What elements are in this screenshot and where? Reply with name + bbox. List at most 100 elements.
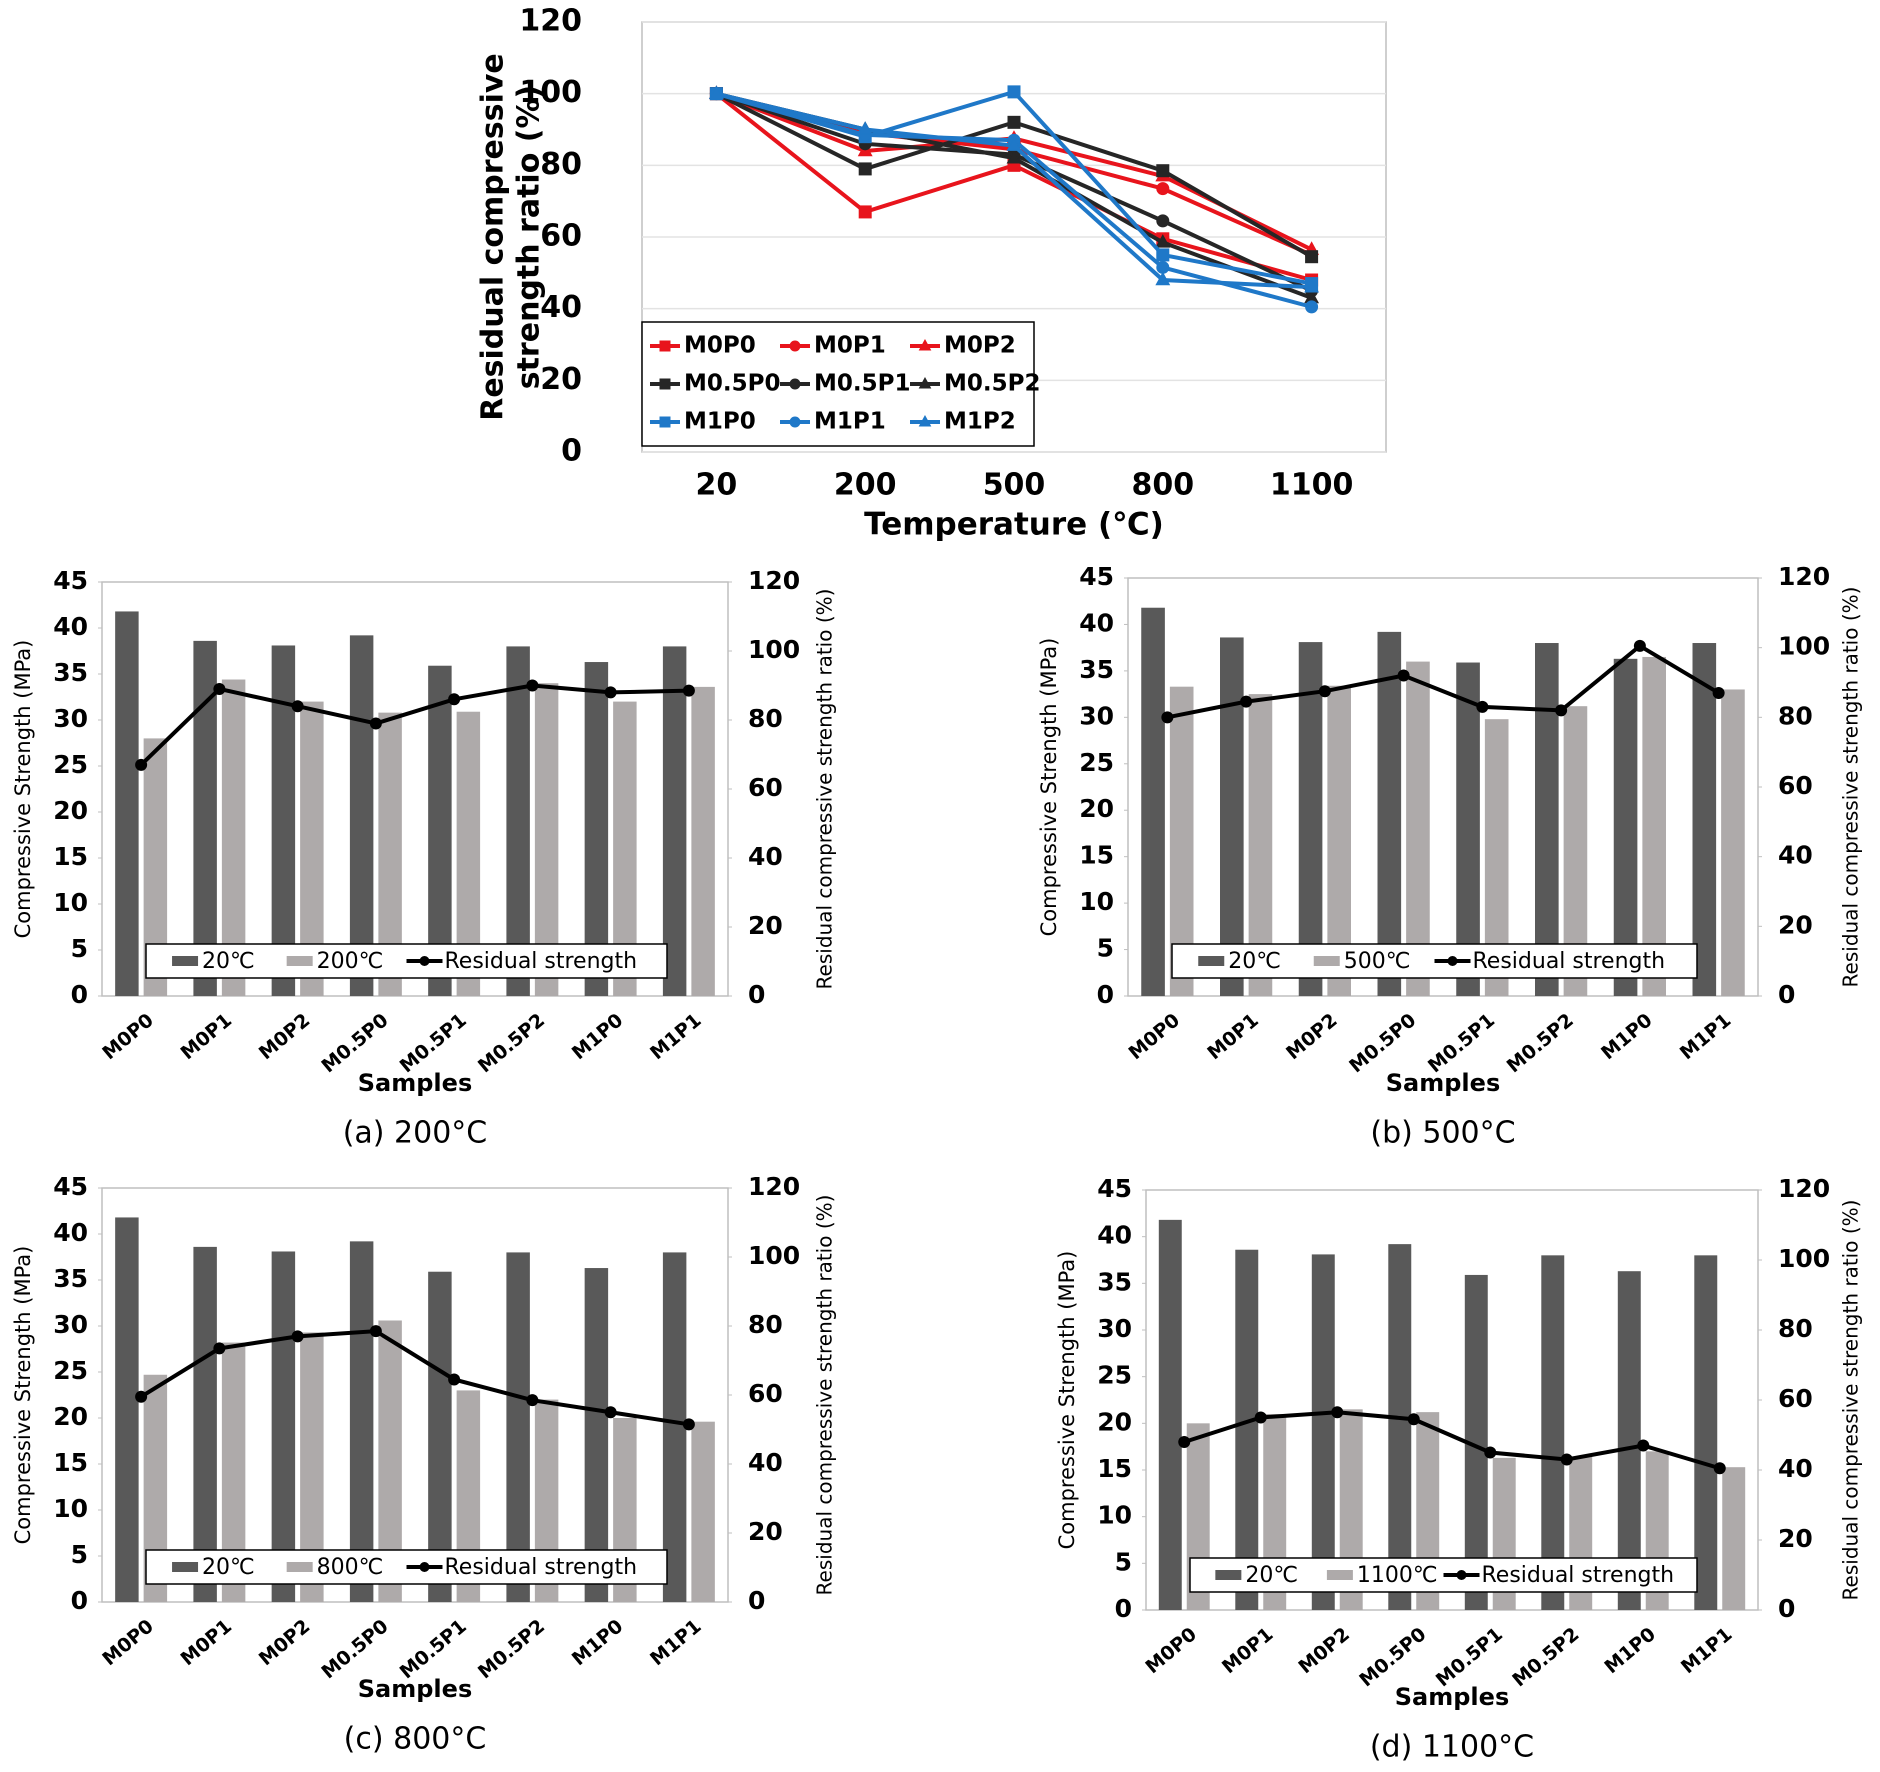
bar [1721, 689, 1745, 996]
legend-label: Residual strength [445, 949, 638, 974]
legend-marker [419, 956, 430, 966]
x-tick-label: M1P1 [1677, 1623, 1737, 1678]
legend-swatch [1326, 1570, 1353, 1580]
y2-tick-label: 40 [748, 1448, 783, 1477]
y2-axis-label: Residual compressive strength ratio (%) [813, 589, 837, 990]
marker [1713, 1462, 1726, 1475]
x-axis-label: Samples [1386, 1069, 1500, 1097]
marker [526, 1394, 539, 1407]
marker [659, 378, 671, 390]
y-axis-label: Compressive Strength (MPa) [1037, 638, 1061, 937]
y2-tick-label: 100 [1778, 1244, 1830, 1273]
x-tick-label: M0P1 [177, 1009, 237, 1064]
marker [1305, 250, 1319, 264]
marker [1637, 1439, 1650, 1452]
marker [448, 693, 461, 706]
marker [1178, 1436, 1191, 1448]
marker [858, 205, 872, 219]
bar [613, 701, 637, 996]
marker [857, 121, 873, 135]
marker [918, 414, 932, 427]
marker [1484, 1446, 1497, 1459]
y-tick-label: 40 [53, 612, 88, 641]
y-tick-label: 5 [71, 1540, 88, 1569]
bar [1388, 1244, 1412, 1610]
legend-label: 500℃ [1344, 949, 1411, 974]
y-tick-label: 5 [1115, 1547, 1132, 1576]
marker [1156, 248, 1170, 262]
y2-tick-label: 0 [1778, 980, 1795, 1009]
y-tick-label: 20 [1079, 794, 1114, 823]
residual-line [140, 1329, 690, 1427]
y-tick-label: 45 [1097, 1174, 1132, 1203]
bar [349, 635, 374, 996]
x-tick-label: M1P1 [646, 1615, 706, 1670]
marker [1331, 1406, 1344, 1419]
y2-tick-label: 100 [748, 1241, 800, 1270]
y-tick-label: 25 [53, 750, 88, 779]
bar [1406, 661, 1430, 996]
y2-tick-label: 0 [748, 1586, 765, 1615]
bar [143, 738, 168, 996]
y-axis-label: Compressive Strength (MPa) [1055, 1251, 1079, 1550]
marker [604, 686, 617, 699]
bar [1541, 1255, 1565, 1610]
legend-label: M0.5P2 [944, 371, 1041, 397]
x-tick-label: 800 [1131, 468, 1194, 503]
y2-tick-label: 80 [748, 1310, 783, 1339]
x-tick-label: M0P2 [1294, 1623, 1354, 1678]
marker [291, 700, 304, 713]
marker [135, 1390, 148, 1403]
y-axis-label: strength ratio (%) [512, 85, 547, 390]
y-tick-label: 0 [561, 434, 582, 469]
y2-tick-label: 100 [748, 635, 800, 664]
legend-swatch [1313, 956, 1340, 966]
marker [1161, 711, 1174, 724]
legend-label: Residual strength [445, 1555, 638, 1580]
x-tick-label: M1P0 [568, 1615, 628, 1670]
residual-line [1166, 643, 1720, 720]
legend-marker [419, 1562, 430, 1572]
bar [691, 1421, 715, 1602]
marker [1560, 1453, 1573, 1466]
legend-label: 200℃ [317, 949, 384, 974]
x-tick-label: M1P0 [568, 1009, 628, 1064]
y-tick-label: 45 [53, 566, 88, 595]
bar [1535, 643, 1559, 996]
x-tick-label: M0.5P0 [317, 1009, 392, 1077]
marker [789, 378, 801, 390]
x-tick-label: 1100 [1270, 468, 1354, 503]
marker [291, 1330, 304, 1343]
marker [1407, 1413, 1420, 1426]
marker [789, 340, 801, 352]
bar [456, 711, 481, 996]
marker [1156, 182, 1170, 196]
y-tick-label: 35 [1097, 1267, 1132, 1296]
legend-label: M1P1 [814, 409, 886, 435]
y-tick-label: 15 [1079, 841, 1114, 870]
legend-swatch [172, 956, 199, 966]
y-tick-label: 0 [1115, 1594, 1132, 1623]
marker [1006, 137, 1022, 151]
y2-tick-label: 80 [748, 704, 783, 733]
legend-label: M0P2 [944, 333, 1016, 359]
x-tick-label: M0.5P1 [1424, 1009, 1499, 1077]
marker [1007, 115, 1021, 129]
bar [378, 1320, 402, 1602]
x-tick-label: M1P0 [1600, 1623, 1660, 1678]
y-axis-label: Compressive Strength (MPa) [11, 640, 35, 939]
x-axis-label: Samples [358, 1069, 472, 1097]
y2-axis-label: Residual compressive strength ratio (%) [1839, 587, 1863, 988]
y-tick-label: 10 [1097, 1501, 1132, 1530]
y2-tick-label: 120 [1778, 562, 1830, 591]
caption: (c) 800°C [344, 1722, 487, 1757]
legend-marker [1447, 956, 1458, 966]
marker [1240, 695, 1253, 708]
bar [1141, 607, 1165, 996]
bar [1617, 1271, 1641, 1610]
y-tick-label: 45 [53, 1172, 88, 1201]
legend-label: 800℃ [317, 1555, 384, 1580]
bar [1169, 686, 1194, 996]
marker [858, 162, 872, 176]
